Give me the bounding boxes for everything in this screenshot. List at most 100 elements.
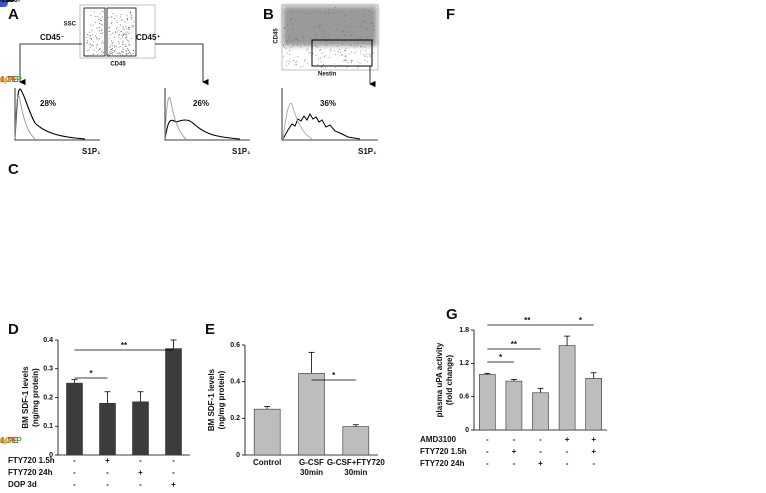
- event-dot: [112, 32, 114, 34]
- event-dot: [128, 41, 130, 43]
- event-dot: [90, 45, 92, 47]
- y-tick-label: 0.4: [230, 379, 240, 386]
- event-dot: [122, 34, 124, 36]
- event-dot: [120, 24, 121, 26]
- event-dot: [334, 7, 336, 8]
- event-dot: [95, 35, 96, 37]
- axis-label: S1P₁: [82, 147, 101, 156]
- event-dot: [110, 51, 112, 53]
- event-dot: [295, 61, 297, 63]
- event-dot: [116, 52, 118, 54]
- event-dot: [111, 55, 113, 57]
- column-header: Nestin-GFP: [0, 75, 22, 84]
- condition-label: FTY720 1.5h: [420, 447, 467, 456]
- condition-sign: -: [566, 447, 569, 456]
- event-dot: [341, 17, 343, 19]
- event-dot: [352, 60, 354, 61]
- event-dot: [286, 60, 288, 62]
- panel-letter: F: [446, 6, 455, 23]
- event-dot: [95, 47, 97, 49]
- event-dot: [356, 25, 357, 27]
- event-dot: [98, 49, 100, 51]
- y-tick-label: 1.8: [459, 327, 469, 334]
- event-dot: [359, 37, 361, 39]
- event-dot: [354, 52, 356, 54]
- event-dot: [133, 21, 135, 23]
- event-dot: [341, 54, 343, 56]
- condition-sign: -: [139, 480, 142, 489]
- event-dot: [100, 23, 102, 25]
- condition-sign: -: [539, 435, 542, 444]
- event-dot: [130, 11, 132, 13]
- event-dot: [289, 49, 291, 51]
- event-dot: [364, 55, 365, 57]
- y-tick-label: 0.6: [230, 342, 240, 349]
- event-dot: [126, 55, 127, 57]
- event-dot: [111, 16, 113, 18]
- event-dot: [297, 39, 299, 41]
- event-dot: [100, 51, 102, 53]
- event-dot: [344, 49, 345, 51]
- event-dot: [109, 53, 111, 54]
- event-dot: [130, 13, 132, 15]
- event-dot: [124, 21, 126, 22]
- histogram-curve: [164, 96, 187, 140]
- event-dot: [324, 55, 326, 57]
- event-dot: [302, 36, 304, 38]
- event-dot: [102, 42, 104, 44]
- histogram-curve: [14, 95, 36, 140]
- event-dot: [88, 49, 90, 51]
- event-dot: [122, 40, 124, 42]
- event-dot: [126, 18, 128, 19]
- y-tick-label: 0: [465, 427, 469, 434]
- event-dot: [115, 31, 116, 33]
- event-dot: [358, 66, 360, 67]
- event-dot: [367, 55, 369, 57]
- axis-label: CD45: [110, 62, 126, 68]
- event-dot: [99, 12, 101, 14]
- event-dot: [343, 60, 345, 62]
- event-dot: [90, 55, 92, 57]
- event-dot: [295, 19, 297, 21]
- event-dot: [363, 13, 365, 15]
- row-label: S1P: [0, 0, 8, 4]
- event-dot: [337, 24, 339, 26]
- event-dot: [289, 36, 290, 38]
- significance-label: **: [121, 341, 128, 350]
- event-dot: [315, 33, 316, 35]
- y-tick-label: 0: [49, 452, 53, 459]
- event-dot: [89, 47, 91, 48]
- event-dot: [122, 48, 124, 50]
- event-dot: [132, 50, 134, 52]
- percentage: 26%: [193, 99, 209, 108]
- event-dot: [353, 47, 355, 49]
- event-dot: [128, 32, 130, 34]
- event-dot: [127, 40, 129, 42]
- event-dot: [347, 31, 349, 33]
- y-tick-label: 0.2: [230, 415, 240, 422]
- event-dot: [123, 27, 125, 29]
- event-dot: [90, 15, 92, 16]
- event-dot: [99, 23, 100, 24]
- event-dot: [89, 35, 91, 37]
- event-dot: [92, 24, 94, 26]
- event-dot: [343, 59, 345, 61]
- y-axis-label: BM SDF-1 levels: [21, 366, 30, 429]
- event-dot: [109, 45, 111, 46]
- event-dot: [315, 37, 317, 39]
- significance-label: *: [89, 369, 93, 378]
- event-dot: [120, 52, 122, 54]
- event-dot: [342, 44, 343, 46]
- y-axis-label: plasma uPA activity: [435, 342, 444, 417]
- event-dot: [344, 15, 345, 17]
- row-label: control: [0, 0, 14, 4]
- event-dot: [129, 51, 130, 53]
- y-tick-label: 0.4: [43, 337, 53, 344]
- event-dot: [322, 64, 324, 65]
- condition-sign: -: [172, 468, 175, 477]
- event-dot: [125, 37, 127, 39]
- event-dot: [122, 26, 124, 28]
- event-dot: [109, 47, 111, 48]
- event-dot: [349, 35, 351, 36]
- event-dot: [329, 33, 331, 35]
